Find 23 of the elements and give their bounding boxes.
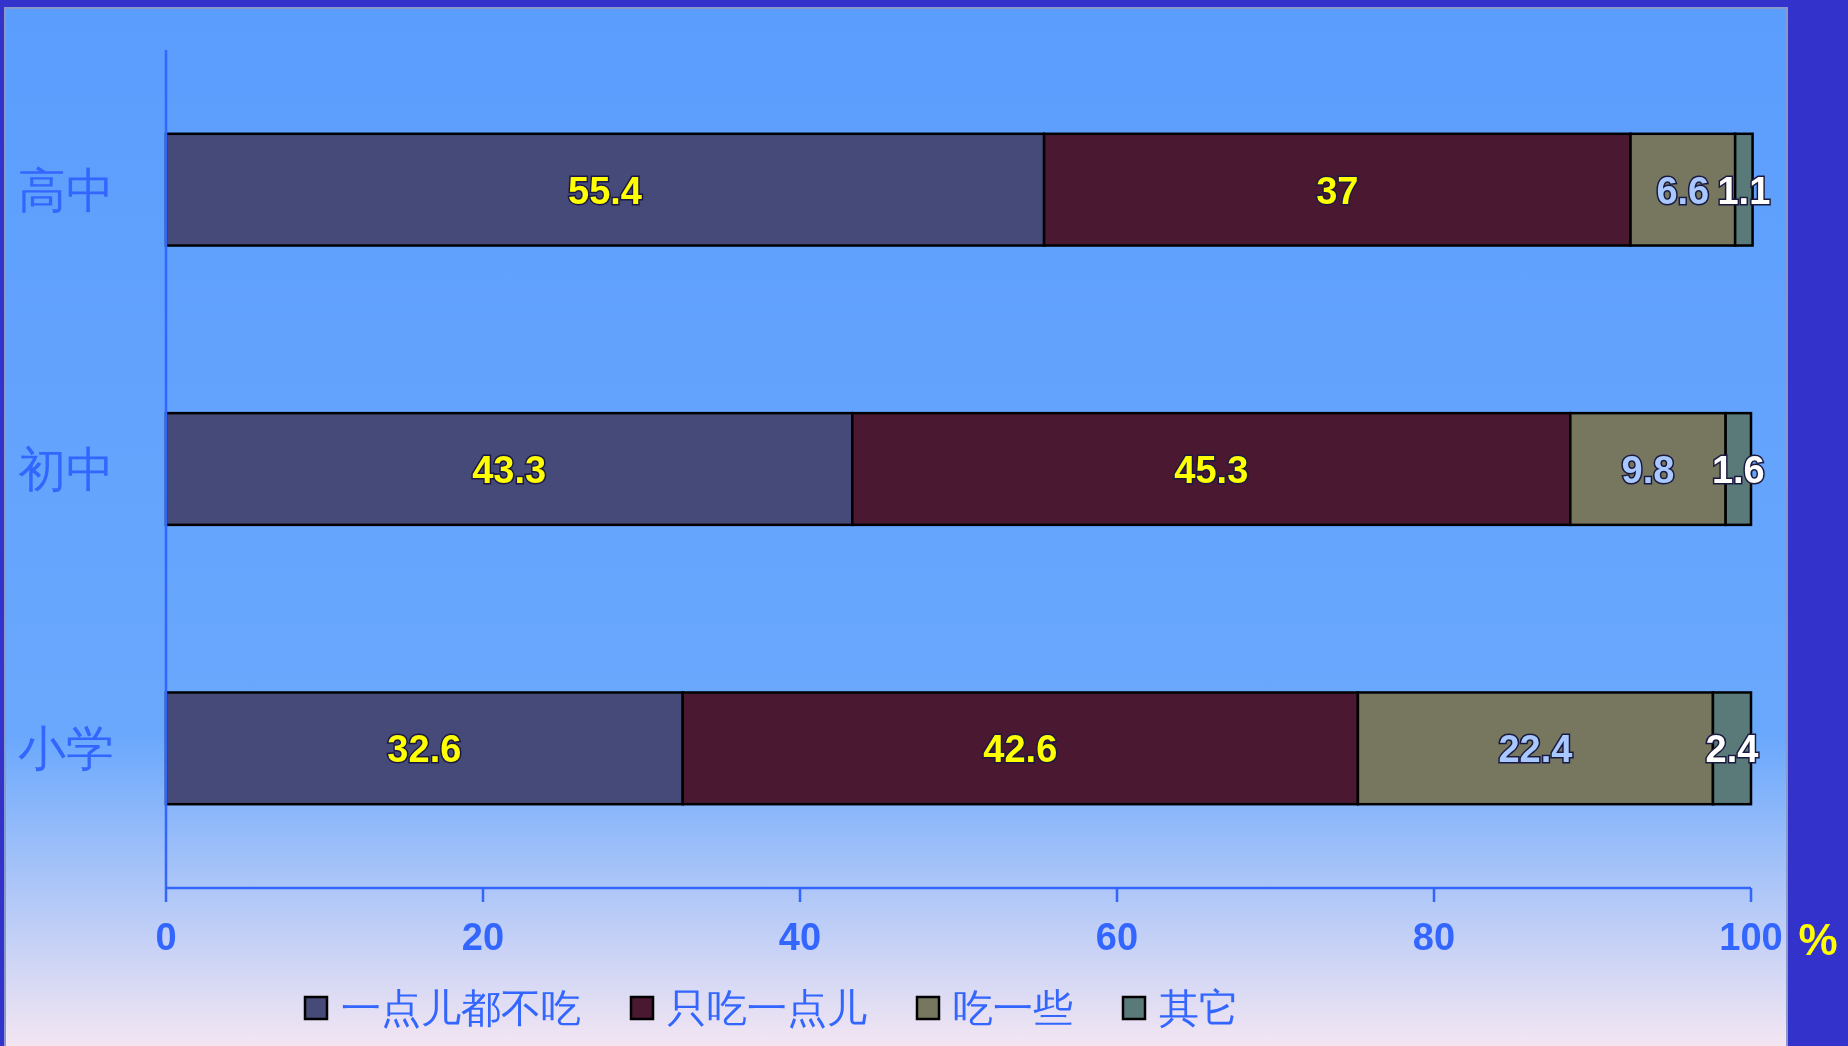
y-tick-label: 小学 xyxy=(18,720,114,777)
legend-label: 其它 xyxy=(1159,985,1239,1031)
data-label: 45.3 xyxy=(1174,449,1249,491)
legend-label: 只吃一点儿 xyxy=(667,985,867,1031)
data-label: 43.3 xyxy=(472,449,547,491)
data-label: 22.4 xyxy=(1498,728,1573,771)
y-tick-label: 初中 xyxy=(18,441,114,497)
legend-label: 吃一些 xyxy=(953,985,1073,1031)
x-tick-label: 80 xyxy=(1412,916,1456,958)
x-tick-label: 20 xyxy=(461,916,505,958)
x-axis-title: % xyxy=(1798,915,1838,964)
data-label: 42.6 xyxy=(983,728,1058,771)
x-tick-label: 0 xyxy=(155,916,177,958)
y-tick-label: 高中 xyxy=(18,161,114,218)
data-label: 55.4 xyxy=(568,169,643,212)
x-tick-label: 100 xyxy=(1719,916,1783,958)
legend-label: 一点儿都不吃 xyxy=(341,985,581,1031)
data-label: 9.8 xyxy=(1621,449,1675,491)
data-label: 32.6 xyxy=(387,728,462,771)
data-label: 37 xyxy=(1316,169,1359,212)
x-tick-label: 60 xyxy=(1095,916,1139,958)
data-label: 6.6 xyxy=(1656,169,1710,212)
x-tick-label: 40 xyxy=(778,916,822,958)
